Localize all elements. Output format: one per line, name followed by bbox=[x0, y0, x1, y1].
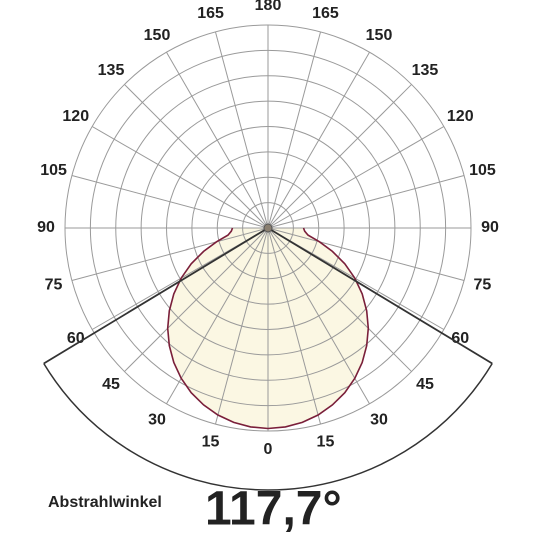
angle-label: 180 bbox=[255, 0, 282, 14]
grid-spoke bbox=[214, 227, 269, 425]
angle-label: 15 bbox=[317, 434, 335, 451]
grid-spoke bbox=[267, 227, 322, 425]
angle-label: 30 bbox=[370, 411, 388, 428]
angle-label: 135 bbox=[412, 62, 439, 79]
angle-label: 75 bbox=[474, 277, 492, 294]
angle-label: 45 bbox=[416, 376, 434, 393]
grid-spoke bbox=[214, 31, 269, 229]
grid-spoke bbox=[166, 51, 269, 229]
angle-label: 75 bbox=[45, 277, 63, 294]
grid-spoke bbox=[124, 84, 269, 229]
angle-label: 105 bbox=[40, 162, 67, 179]
grid-spoke bbox=[267, 227, 412, 372]
center-dot bbox=[263, 223, 273, 233]
angle-label: 120 bbox=[447, 108, 474, 125]
angle-label: 165 bbox=[197, 5, 224, 22]
grid-spoke bbox=[166, 227, 269, 405]
angle-label: 0 bbox=[264, 441, 273, 458]
beam-angle-arc bbox=[43, 363, 493, 491]
grid-spoke bbox=[267, 126, 445, 229]
angle-label: 90 bbox=[481, 219, 499, 236]
grid-spoke bbox=[71, 227, 269, 282]
intensity-curve bbox=[267, 227, 370, 430]
angle-label: 150 bbox=[366, 27, 393, 44]
beam-angle-line bbox=[43, 227, 269, 365]
angle-label: 105 bbox=[469, 162, 496, 179]
beam-angle-value: 117,7° bbox=[205, 483, 342, 536]
angle-label: 30 bbox=[148, 411, 166, 428]
grid-spoke bbox=[71, 174, 269, 229]
grid-spoke bbox=[267, 227, 465, 282]
grid-spoke bbox=[124, 227, 269, 372]
angle-label: 120 bbox=[62, 108, 89, 125]
grid-spoke bbox=[267, 227, 370, 405]
angle-label: 165 bbox=[312, 5, 339, 22]
angle-label: 60 bbox=[451, 330, 469, 347]
grid-spoke bbox=[267, 31, 322, 229]
grid-spoke bbox=[267, 84, 412, 229]
grid-spoke bbox=[267, 174, 465, 229]
grid-spoke bbox=[91, 126, 269, 229]
angle-label: 45 bbox=[102, 376, 120, 393]
intensity-curve bbox=[166, 227, 269, 430]
angle-label: 90 bbox=[37, 219, 55, 236]
grid-spoke bbox=[267, 51, 370, 229]
angle-label: 150 bbox=[144, 27, 171, 44]
angle-label: 135 bbox=[98, 62, 125, 79]
beam-angle-line bbox=[267, 227, 493, 365]
angle-label: 15 bbox=[202, 434, 220, 451]
angle-label: 60 bbox=[67, 330, 85, 347]
beam-angle-label: Abstrahlwinkel bbox=[48, 494, 162, 511]
